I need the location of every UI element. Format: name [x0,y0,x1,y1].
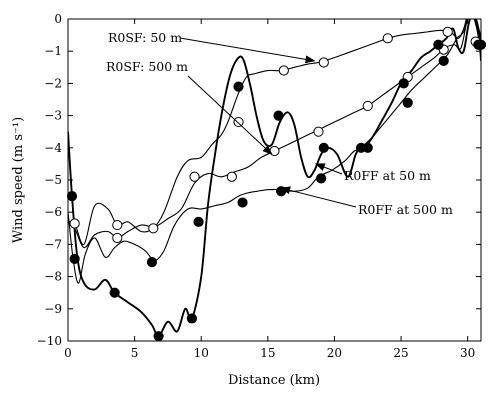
annotation-arrow-r0sf-50m [179,37,316,64]
x-tick-label: 20 [327,346,342,360]
series-2-marker [233,81,244,92]
series-2-marker [318,142,329,153]
y-tick-label: −6 [44,205,62,219]
x-tick-label: 10 [194,346,209,360]
y-tick-label: −4 [44,141,62,155]
series-1-marker [189,171,200,182]
annotation-r0sf-50m: R0SF: 50 m [108,30,182,45]
y-axis-label: Wind speed (m s⁻¹) [11,117,26,243]
x-tick-label: 0 [64,346,72,360]
series-3-marker [193,216,204,227]
y-tick-label: −3 [44,109,62,123]
y-tick-label: −8 [44,270,62,284]
series-0-marker [233,116,244,128]
annotation-arrow-r0ff-500m [280,186,357,208]
series-0-marker [112,219,123,231]
y-tick-label: −7 [44,237,62,251]
series-1-marker [112,232,123,244]
series-2-marker [433,39,444,50]
series-2-marker [66,191,78,202]
series-2-marker [186,313,197,324]
x-axis-label: Distance (km) [228,373,320,388]
series-3-marker [362,142,373,153]
series-3-marker [475,39,487,50]
series-2-marker [153,331,164,342]
series-3-marker [237,197,248,208]
annotation-r0ff-50m: R0FF at 50 m [344,168,431,183]
annotation-r0sf-500m: R0SF: 500 m [106,59,188,74]
y-axis-ticks: −10−9−8−7−6−5−4−3−2−10 [37,12,481,348]
series-1-marker [226,171,237,182]
y-tick-label: −9 [44,302,62,316]
series-1-marker [313,126,324,137]
series-3-marker [69,253,80,264]
series-0-marker [69,218,80,229]
y-tick-label: −5 [44,173,62,187]
series-3-marker [316,173,327,184]
series-2-marker [109,287,120,298]
x-tick-label: 15 [260,346,275,360]
series-3-marker [438,55,449,66]
series-2-marker [398,78,409,89]
y-tick-label: −1 [44,44,62,58]
series-0-marker [318,57,329,68]
x-tick-label: 30 [460,346,475,360]
x-axis-ticks: 0 5 10 15 20 25 30 [64,19,475,360]
series-3-marker [402,97,413,108]
series-0-marker [148,223,159,234]
series-2-marker [273,110,284,121]
series-0-marker [278,65,289,76]
y-tick-label: −2 [44,76,62,90]
y-tick-label: −10 [37,334,62,348]
annotation-arrow-r0ff-50m [314,163,343,175]
series-0-marker [442,26,453,37]
annotations: R0SF: 50 m R0SF: 500 m R0FF at 50 m R0FF… [106,30,453,217]
series-3-marker [146,257,158,268]
series-0-marker [382,33,393,44]
series-1-marker [362,100,373,112]
x-tick-label: 5 [131,346,139,360]
annotation-r0ff-500m: R0FF at 500 m [358,202,453,217]
series-markers [66,26,487,342]
y-tick-label: 0 [54,12,62,26]
x-tick-label: 25 [393,346,408,360]
annotation-arrow-r0sf-500m [187,75,273,155]
